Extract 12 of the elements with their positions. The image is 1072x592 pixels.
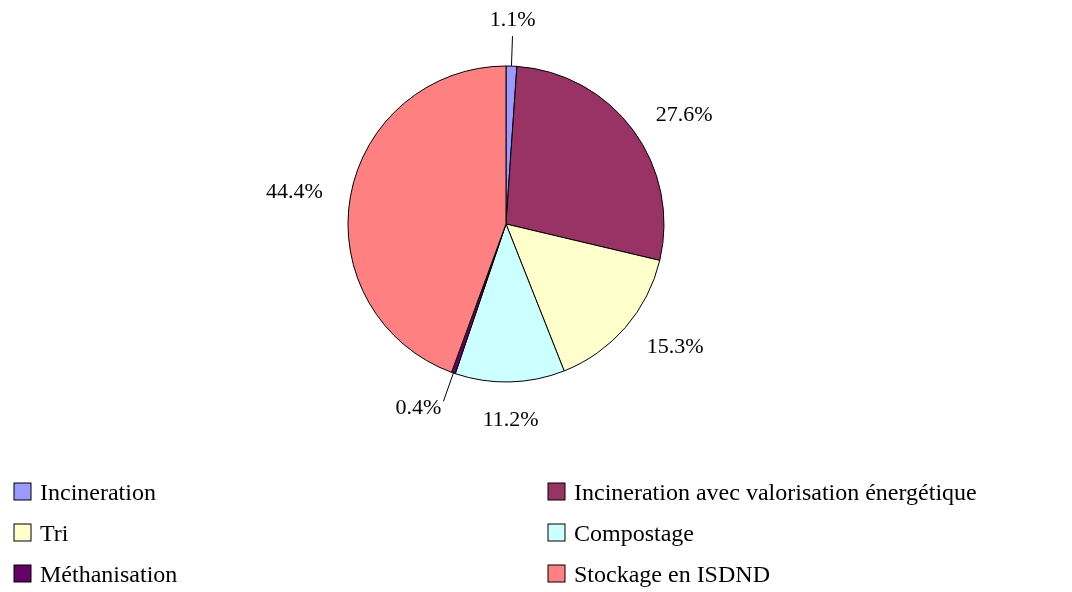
legend-label: Stockage en ISDND xyxy=(574,561,770,587)
data-label: 27.6% xyxy=(655,100,713,126)
data-label: 44.4% xyxy=(266,178,323,204)
data-label: 1.1% xyxy=(489,6,536,32)
data-label: 0.4% xyxy=(395,393,442,419)
legend-label: Méthanisation xyxy=(40,561,178,587)
data-label: 15.3% xyxy=(646,332,704,358)
legend-label: Incineration avec valorisation énergétique xyxy=(574,479,977,505)
data-label: 11.2% xyxy=(482,405,539,431)
legend-label: Incineration xyxy=(40,479,156,505)
legend-label: Compostage xyxy=(574,520,694,546)
legend-label: Tri xyxy=(40,520,69,546)
